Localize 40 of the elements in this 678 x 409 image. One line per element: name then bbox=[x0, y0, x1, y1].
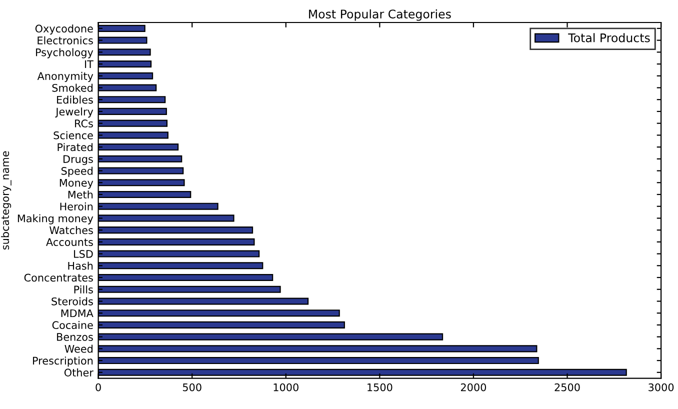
y-tick-label: Anonymity bbox=[37, 72, 94, 82]
y-axis-title: subcategory_name bbox=[1, 151, 12, 250]
y-tick-label: Steroids bbox=[52, 297, 93, 306]
y-tick-label: Electronics bbox=[38, 36, 93, 44]
y-tick-label: Hash bbox=[68, 262, 93, 270]
y-tick-label: Jewelry bbox=[55, 107, 94, 118]
y-tick-label: Prescription bbox=[33, 356, 93, 367]
x-tick-label: 2500 bbox=[554, 383, 580, 392]
legend-label: Total Products bbox=[568, 33, 650, 42]
y-tick-label: Pills bbox=[74, 285, 93, 294]
y-tick-label: Concentrates bbox=[24, 274, 93, 282]
y-tick-label: IT bbox=[85, 60, 94, 68]
x-tick-label: 2000 bbox=[460, 383, 486, 392]
y-tick-label: Heroin bbox=[60, 202, 93, 210]
x-tick-label: 3000 bbox=[648, 383, 674, 392]
y-tick-label: Watches bbox=[50, 226, 93, 234]
y-tick-label: Edibles bbox=[57, 96, 93, 104]
y-tick-label: Cocaine bbox=[52, 320, 93, 330]
y-tick-label: LSD bbox=[74, 250, 93, 258]
y-tick-label: RCs bbox=[75, 120, 93, 128]
x-tick-label: 1000 bbox=[274, 383, 298, 392]
y-tick-label: Money bbox=[60, 178, 94, 189]
y-tick-label: Other bbox=[64, 368, 94, 376]
y-tick-label: Accounts bbox=[46, 238, 93, 246]
y-tick-label: Speed bbox=[61, 166, 92, 177]
y-tick-label: Psychology bbox=[36, 48, 94, 58]
y-tick-label: Pirated bbox=[58, 143, 92, 152]
x-tick-label: 1500 bbox=[368, 383, 392, 392]
y-tick-label: Benzos bbox=[57, 333, 93, 341]
x-tick-label: 0 bbox=[96, 383, 101, 392]
x-tick-label: 500 bbox=[182, 383, 202, 392]
y-tick-label: Drugs bbox=[64, 155, 93, 166]
y-tick-label: Making money bbox=[18, 214, 94, 224]
y-tick-label: Smoked bbox=[52, 84, 92, 92]
chart-title: Most Popular Categories bbox=[309, 9, 451, 21]
y-tick-label: Oxycodone bbox=[35, 24, 93, 35]
y-tick-label: Weed bbox=[64, 344, 92, 353]
y-tick-label: MDMA bbox=[61, 309, 94, 318]
y-tick-label: Science bbox=[54, 131, 93, 140]
y-tick-label: Meth bbox=[68, 190, 93, 199]
